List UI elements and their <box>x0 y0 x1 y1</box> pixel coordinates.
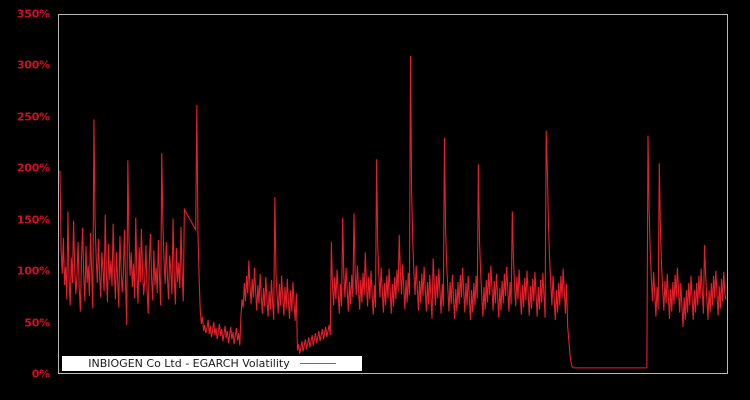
volatility-series <box>59 55 727 369</box>
legend-label: INBIOGEN Co Ltd - EGARCH Volatility <box>88 357 290 370</box>
y-axis-tick-label: 0% <box>31 367 50 381</box>
y-axis: 0% 50% 100% 150% 200% 250% 300% 350% <box>0 0 58 400</box>
y-axis-tick-label: 50% <box>24 316 50 330</box>
y-axis-tick-label: 300% <box>16 58 50 72</box>
y-axis-tick-label: 200% <box>16 161 50 175</box>
y-axis-tick-label: 350% <box>16 7 50 21</box>
y-axis-tick-label: 150% <box>16 213 50 227</box>
y-axis-tick-label: 100% <box>16 264 50 278</box>
legend: INBIOGEN Co Ltd - EGARCH Volatility <box>62 356 362 371</box>
volatility-line <box>59 55 727 369</box>
plot-area <box>58 14 728 374</box>
y-axis-tick-label: 250% <box>16 110 50 124</box>
legend-line-swatch <box>299 363 336 364</box>
